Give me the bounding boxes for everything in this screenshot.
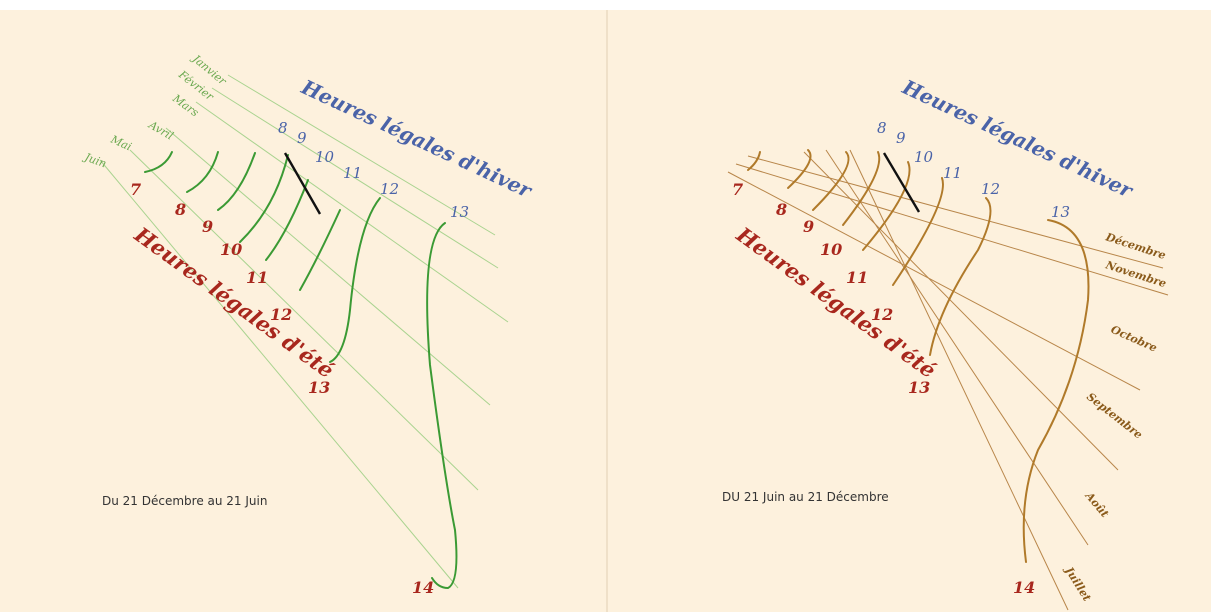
winter-hour: 8 [278, 119, 288, 137]
summer-hour: 7 [130, 180, 141, 199]
left-sundial-diagram: Janvier Février Mars Avril Mai Juin Heur… [81, 51, 536, 597]
right-hour-curve [929, 197, 992, 356]
right-hour-curve [747, 151, 761, 171]
right-hour-curve [812, 151, 850, 211]
right-month-line [747, 155, 1164, 269]
month-label: Septembre [1084, 390, 1145, 441]
right-month-line [727, 171, 1141, 391]
winter-hour: 13 [450, 203, 469, 221]
right-month-line [803, 151, 1119, 471]
summer-hour: 9 [202, 217, 213, 236]
winter-hour: 10 [914, 148, 934, 166]
summer-hour: 8 [775, 200, 787, 219]
summer-hour: 13 [308, 378, 330, 397]
left-hour-curve [426, 222, 458, 590]
right-hour-curve [892, 177, 944, 286]
left-hour-curves [144, 151, 458, 590]
right-hour-curve [787, 149, 812, 189]
month-label: Août [1082, 489, 1111, 520]
summer-hour: 13 [908, 378, 930, 397]
month-label: Décembre [1103, 230, 1167, 262]
summer-hour: 7 [732, 180, 743, 199]
month-label: Mars [169, 91, 201, 119]
winter-hour: 12 [981, 180, 1000, 198]
left-winter-title: Heures légales d'hiver [297, 74, 536, 203]
month-label: Juillet [1061, 563, 1093, 604]
right-summer-hours: 7 8 9 10 11 12 13 14 [732, 180, 1035, 597]
left-month-lines [99, 74, 509, 589]
left-month-line [99, 159, 459, 589]
left-month-line [195, 101, 509, 323]
right-caption: DU 21 Juin au 21 Décembre [722, 490, 889, 504]
summer-hour: 12 [270, 305, 292, 324]
winter-hour: 9 [896, 129, 906, 147]
right-hour-curve [1022, 219, 1090, 563]
left-hour-curve [144, 151, 173, 173]
left-month-line [165, 127, 491, 406]
left-winter-hours: 8 9 10 11 12 13 [278, 119, 469, 221]
left-hour-curve [329, 197, 381, 363]
winter-hour: 13 [1051, 203, 1070, 221]
right-winter-hours: 8 9 10 11 12 13 [877, 119, 1070, 221]
summer-hour: 14 [1013, 578, 1035, 597]
left-month-line [211, 87, 499, 269]
left-summer-hours: 7 8 9 10 11 12 13 14 [130, 180, 434, 597]
left-month-line [129, 149, 479, 491]
left-caption: Du 21 Décembre au 21 Juin [102, 494, 268, 508]
right-hour-curve [842, 151, 881, 226]
right-month-lines [727, 149, 1169, 611]
summer-hour: 12 [871, 305, 893, 324]
left-hour-curve [299, 209, 341, 291]
left-month-line [227, 74, 496, 236]
right-month-line [735, 163, 1169, 296]
left-hour-curve [239, 154, 289, 243]
left-hour-curve [186, 151, 219, 193]
winter-hour: 11 [943, 164, 962, 182]
summer-hour: 11 [846, 268, 868, 287]
month-label: Mai [108, 132, 134, 153]
left-hour-curve [217, 152, 256, 211]
right-month-line [849, 149, 1069, 611]
right-month-line [825, 149, 1089, 546]
month-label: Avril [146, 118, 176, 143]
winter-hour: 12 [380, 180, 399, 198]
winter-hour: 8 [877, 119, 887, 137]
right-sundial-diagram: Décembre Novembre Octobre Septembre Août… [727, 74, 1169, 611]
summer-hour: 8 [174, 200, 186, 219]
summer-hour: 9 [803, 217, 814, 236]
right-panel: Décembre Novembre Octobre Septembre Août… [608, 10, 1211, 612]
winter-hour: 11 [343, 164, 362, 182]
month-label: Juin [81, 150, 108, 170]
left-hour-curve [265, 179, 309, 261]
left-gnomon [283, 152, 322, 215]
right-month-labels: Décembre Novembre Octobre Septembre Août… [1061, 230, 1168, 603]
right-hour-curves [747, 149, 1090, 563]
panel-divider [606, 10, 608, 612]
winter-hour: 10 [315, 148, 335, 166]
right-hour-curve [862, 161, 911, 251]
winter-hour: 9 [297, 129, 307, 147]
summer-hour: 10 [820, 240, 842, 259]
month-label: Octobre [1109, 323, 1159, 355]
right-winter-title: Heures légales d'hiver [898, 74, 1137, 203]
summer-hour: 14 [412, 578, 434, 597]
right-gnomon [882, 152, 921, 213]
left-month-labels: Janvier Février Mars Avril Mai Juin [81, 51, 229, 170]
summer-hour: 10 [220, 240, 242, 259]
left-panel: Janvier Février Mars Avril Mai Juin Heur… [0, 10, 606, 612]
summer-hour: 11 [246, 268, 268, 287]
